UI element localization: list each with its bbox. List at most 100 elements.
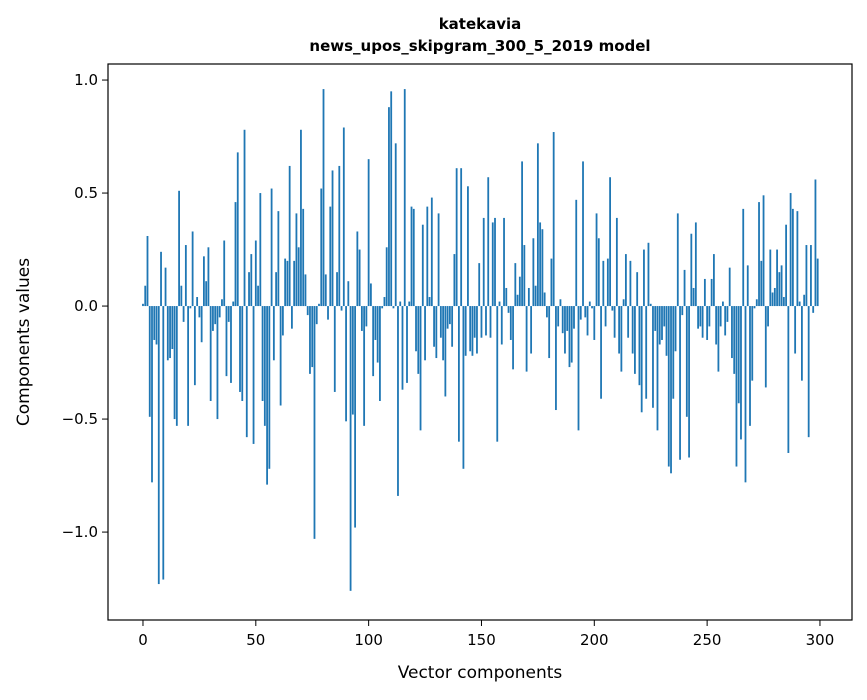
bar-component-226 — [652, 306, 654, 408]
bar-component-173 — [532, 238, 535, 307]
bars-group — [142, 89, 819, 591]
bar-component-33 — [216, 306, 219, 420]
bar-component-115 — [401, 306, 404, 390]
bar-component-161 — [505, 287, 508, 307]
chart-title: katekavia — [439, 15, 522, 33]
bar-component-177 — [541, 229, 544, 307]
bar-component-66 — [291, 306, 293, 329]
bar-component-171 — [527, 287, 530, 307]
bar-component-256 — [719, 306, 722, 327]
bar-component-143 — [464, 306, 467, 356]
bar-component-225 — [649, 303, 652, 307]
bar-component-219 — [636, 272, 639, 307]
bar-component-149 — [478, 263, 481, 307]
bar-component-239 — [681, 306, 684, 316]
bar-component-103 — [374, 306, 377, 340]
x-tick-label: 200 — [580, 631, 609, 649]
bar-component-208 — [611, 306, 614, 311]
bar-component-89 — [342, 127, 345, 307]
bar-component-196 — [584, 306, 587, 318]
bar-component-91 — [347, 281, 350, 307]
bar-component-78 — [318, 303, 320, 307]
bar-component-191 — [573, 306, 575, 329]
bar-component-39 — [230, 306, 232, 383]
bar-component-295 — [807, 306, 810, 438]
bar-component-273 — [758, 202, 760, 307]
bar-component-153 — [487, 177, 490, 307]
bar-component-192 — [575, 199, 578, 307]
bar-component-217 — [631, 306, 634, 354]
bar-component-297 — [812, 306, 815, 313]
y-axis-label: Components values — [14, 258, 34, 426]
bar-component-22 — [191, 231, 194, 307]
bar-component-210 — [615, 217, 618, 307]
bar-component-283 — [780, 265, 783, 307]
bar-component-268 — [746, 265, 749, 307]
bar-component-97 — [360, 306, 363, 331]
bar-component-29 — [207, 247, 210, 307]
bar-component-125 — [424, 306, 426, 361]
x-tick-label: 0 — [138, 631, 148, 649]
bar-component-270 — [751, 306, 754, 381]
bar-component-291 — [798, 301, 801, 307]
bar-component-234 — [670, 306, 672, 474]
bar-component-209 — [613, 306, 616, 338]
bar-component-20 — [187, 306, 190, 426]
bar-component-227 — [654, 306, 657, 331]
bar-component-108 — [385, 247, 388, 307]
bar-component-28 — [205, 281, 208, 307]
bar-component-233 — [667, 306, 670, 467]
bar-component-262 — [733, 306, 736, 374]
bar-component-71 — [302, 208, 305, 307]
bar-component-7 — [157, 306, 160, 585]
bar-component-16 — [178, 190, 180, 307]
bar-component-292 — [801, 306, 803, 381]
bar-component-114 — [399, 301, 402, 307]
bar-component-100 — [367, 159, 370, 307]
bar-component-82 — [327, 306, 329, 320]
bar-component-31 — [212, 306, 214, 331]
bar-component-159 — [500, 306, 503, 345]
bar-component-179 — [546, 306, 548, 318]
bar-component-105 — [379, 306, 381, 401]
bar-component-79 — [320, 188, 323, 307]
bar-component-90 — [345, 306, 347, 422]
bar-component-13 — [171, 306, 174, 350]
bar-component-2 — [146, 235, 149, 307]
bar-component-244 — [692, 287, 695, 307]
bar-component-37 — [225, 306, 228, 377]
bar-component-98 — [363, 306, 366, 426]
bar-component-83 — [329, 206, 332, 307]
bar-component-222 — [643, 249, 645, 307]
bar-component-134 — [444, 306, 447, 397]
plot-frame — [107, 63, 853, 621]
bar-component-131 — [437, 213, 440, 307]
bar-component-135 — [446, 306, 449, 329]
bar-component-51 — [257, 285, 259, 307]
bar-component-258 — [724, 306, 727, 336]
y-axis: −1.0 −0.5 0.0 0.5 1.0 — [62, 71, 108, 541]
bar-component-106 — [381, 306, 384, 309]
bar-component-50 — [254, 240, 257, 307]
bar-component-281 — [776, 249, 778, 307]
y-tick-label: 1.0 — [74, 71, 98, 89]
bar-component-215 — [627, 306, 630, 338]
bar-component-57 — [270, 188, 273, 307]
bar-component-287 — [789, 193, 792, 307]
bar-component-46 — [245, 306, 248, 438]
bar-component-280 — [773, 287, 776, 307]
bar-component-121 — [415, 306, 417, 352]
bar-component-99 — [365, 306, 368, 327]
bar-component-203 — [600, 306, 602, 399]
y-tick-label: −0.5 — [62, 410, 98, 428]
bar-component-238 — [679, 306, 681, 460]
bar-component-201 — [595, 213, 598, 307]
bar-component-132 — [439, 306, 442, 338]
bar-component-277 — [767, 306, 769, 327]
bar-component-10 — [164, 267, 167, 307]
x-tick-label: 100 — [354, 631, 383, 649]
bar-component-85 — [333, 306, 336, 392]
bar-component-117 — [406, 306, 408, 383]
bar-component-157 — [496, 306, 499, 442]
